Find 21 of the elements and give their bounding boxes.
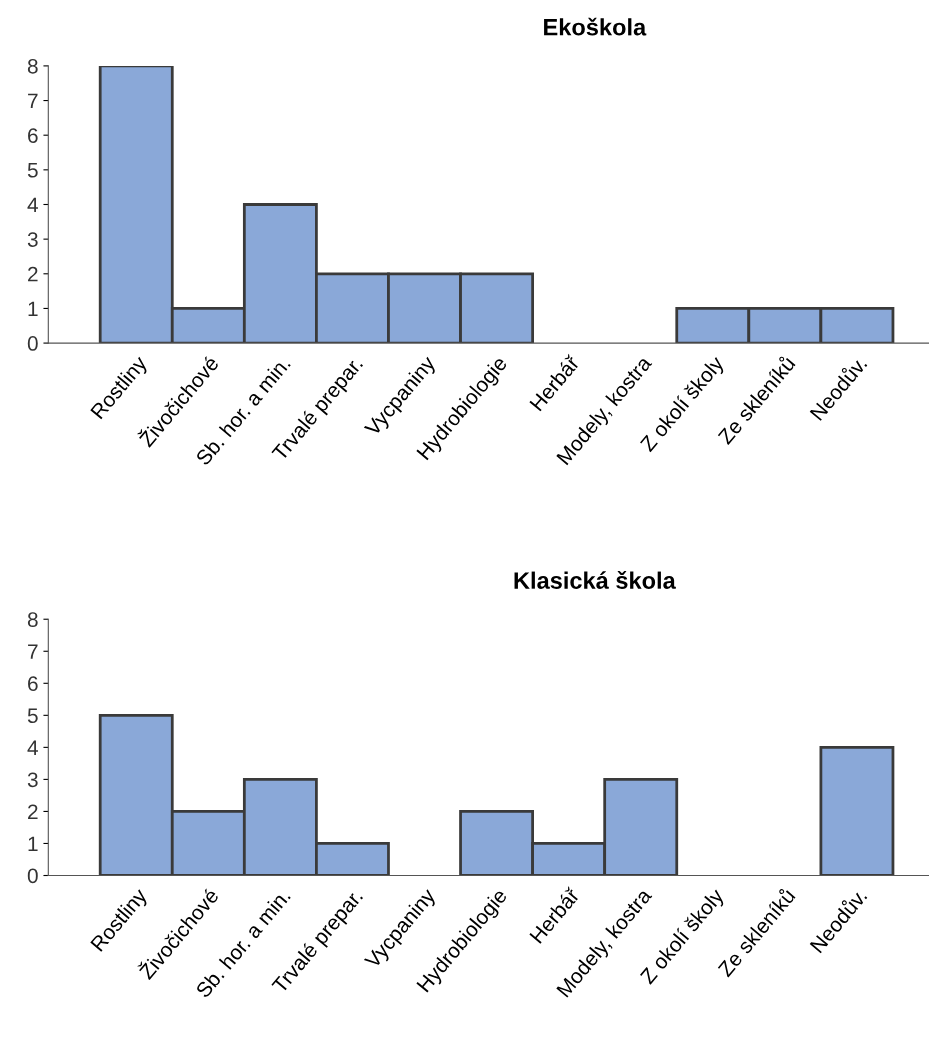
- y-tick-label: 7: [28, 93, 38, 109]
- y-tick-label: 0: [27, 336, 38, 351]
- y-tick-label: 3: [27, 232, 38, 247]
- y-tick-label: 2: [28, 804, 38, 819]
- y-tick-label: 8: [27, 58, 38, 74]
- y-tick-label: 6: [28, 676, 38, 692]
- y-tick-label: 3: [27, 772, 38, 788]
- y-tick-label: 8: [27, 612, 38, 627]
- y-tick-label: 4: [27, 197, 38, 213]
- y-tick-label: 7: [28, 644, 38, 659]
- y-tick-label: 1: [28, 836, 38, 852]
- bar: [819, 745, 895, 876]
- y-tick-label: 4: [27, 740, 38, 755]
- chart-title: Klasická škola: [514, 571, 676, 589]
- y-tick-label: 0: [27, 868, 38, 884]
- y-tick-label: 6: [28, 128, 38, 143]
- y-tick-label: 5: [27, 163, 38, 178]
- chart-title: Ekoškola: [544, 17, 647, 36]
- y-tick-label: 1: [28, 301, 38, 316]
- y-tick-label: 5: [27, 708, 38, 724]
- y-tick-label: 2: [28, 266, 38, 282]
